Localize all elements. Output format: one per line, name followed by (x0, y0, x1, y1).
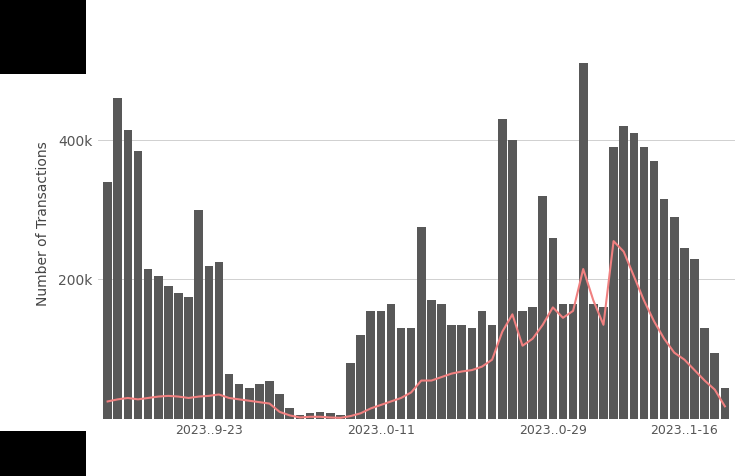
Bar (336, 416, 345, 419)
Bar (356, 335, 365, 419)
Bar (306, 413, 314, 419)
Bar (286, 408, 294, 419)
Bar (498, 119, 506, 419)
Bar (184, 297, 193, 419)
Bar (154, 276, 163, 419)
Bar (214, 262, 223, 419)
Bar (488, 325, 496, 419)
Bar (458, 325, 466, 419)
Bar (710, 353, 719, 419)
Bar (660, 199, 668, 419)
Bar (721, 387, 729, 419)
Bar (650, 161, 658, 419)
Bar (266, 380, 274, 419)
Bar (225, 374, 233, 419)
Bar (194, 210, 203, 419)
Bar (104, 182, 112, 419)
Bar (296, 416, 304, 419)
Bar (467, 328, 476, 419)
Bar (700, 328, 709, 419)
Bar (599, 307, 608, 419)
Bar (518, 311, 526, 419)
Bar (609, 147, 618, 419)
Bar (164, 287, 172, 419)
Bar (680, 248, 688, 419)
Bar (144, 269, 152, 419)
Bar (548, 238, 557, 419)
Bar (397, 328, 405, 419)
Bar (235, 384, 244, 419)
Bar (670, 217, 679, 419)
Bar (528, 307, 537, 419)
Bar (589, 304, 598, 419)
Bar (245, 387, 254, 419)
Bar (508, 140, 517, 419)
Bar (346, 363, 355, 419)
Bar (316, 412, 325, 419)
Bar (629, 133, 638, 419)
Bar (640, 147, 648, 419)
Bar (376, 311, 386, 419)
Y-axis label: Number of Transactions: Number of Transactions (36, 141, 50, 306)
Bar (579, 63, 587, 419)
Bar (478, 311, 486, 419)
Bar (113, 98, 122, 419)
Bar (447, 325, 456, 419)
Bar (326, 413, 334, 419)
Bar (205, 266, 213, 419)
Bar (134, 150, 142, 419)
Bar (367, 311, 375, 419)
Bar (559, 304, 567, 419)
Bar (407, 328, 416, 419)
Bar (690, 258, 699, 419)
Bar (437, 304, 446, 419)
Bar (620, 126, 628, 419)
Bar (417, 227, 425, 419)
Bar (387, 304, 395, 419)
Bar (174, 293, 183, 419)
Bar (538, 196, 547, 419)
Bar (427, 300, 436, 419)
Bar (275, 395, 284, 419)
Bar (568, 304, 578, 419)
Bar (124, 129, 132, 419)
Bar (255, 384, 264, 419)
